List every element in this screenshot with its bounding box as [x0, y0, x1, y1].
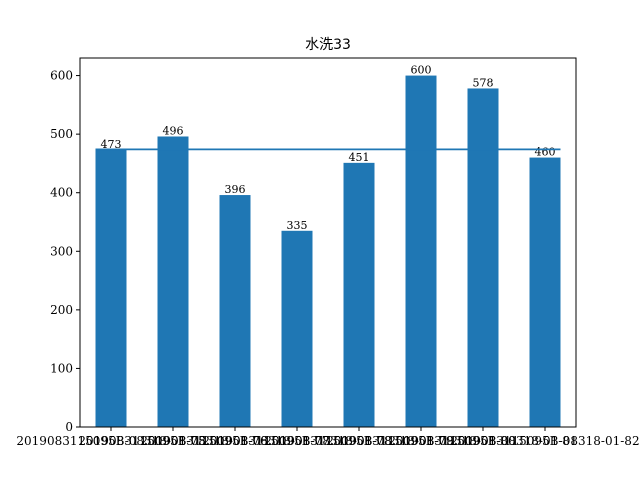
x-tick-label: 2019083115095B-08318-01-75 — [16, 434, 205, 448]
chart-title: 水洗33 — [305, 37, 351, 53]
bar-5 — [343, 162, 375, 428]
bar-7 — [467, 88, 499, 427]
bar-8 — [529, 157, 561, 428]
y-tick-label: 100 — [50, 361, 73, 375]
bar-value-label: 396 — [225, 183, 246, 196]
bar-value-label: 460 — [535, 146, 556, 159]
y-tick-label: 300 — [50, 244, 73, 258]
bar-value-label: 473 — [101, 138, 122, 151]
y-tick-label: 600 — [50, 69, 73, 83]
bar-4 — [281, 230, 313, 427]
x-tick-label: 2019083115095B-08318-01-79 — [264, 434, 453, 448]
y-tick-label: 200 — [50, 303, 73, 317]
x-tick-label: 2019083115095B-08318-01-81 — [388, 434, 577, 448]
bar-value-label: 451 — [349, 151, 370, 164]
bar-1 — [95, 149, 127, 427]
x-tick-label: 2019083115095B-08318-01-78 — [202, 434, 391, 448]
y-tick-label: 400 — [50, 186, 73, 200]
x-tick-label: 2019083115095B-08318-01-76 — [78, 434, 267, 448]
bar-value-label: 496 — [163, 124, 184, 137]
bars-group — [95, 75, 561, 428]
x-tick-label: 2019083115095B-08318-01-82 — [450, 434, 639, 448]
bar-3 — [219, 195, 251, 427]
x-axis: 2019083115095B-08318-01-752019083115095B… — [16, 427, 640, 448]
bar-6 — [405, 75, 437, 428]
bar-2 — [157, 136, 189, 427]
x-tick-label: 2019083115095B-08318-01-80 — [326, 434, 515, 448]
bar-value-label: 600 — [411, 64, 432, 77]
y-axis: 0 100 200 300 400 500 600 — [50, 69, 80, 434]
y-tick-label: 0 — [65, 420, 73, 434]
y-tick-label: 500 — [50, 127, 73, 141]
plot-frame — [79, 57, 577, 428]
bar-value-label: 578 — [473, 76, 494, 89]
x-tick-label: 2019083115095B-08318-01-77 — [140, 434, 329, 448]
bar-value-label: 335 — [287, 219, 308, 232]
